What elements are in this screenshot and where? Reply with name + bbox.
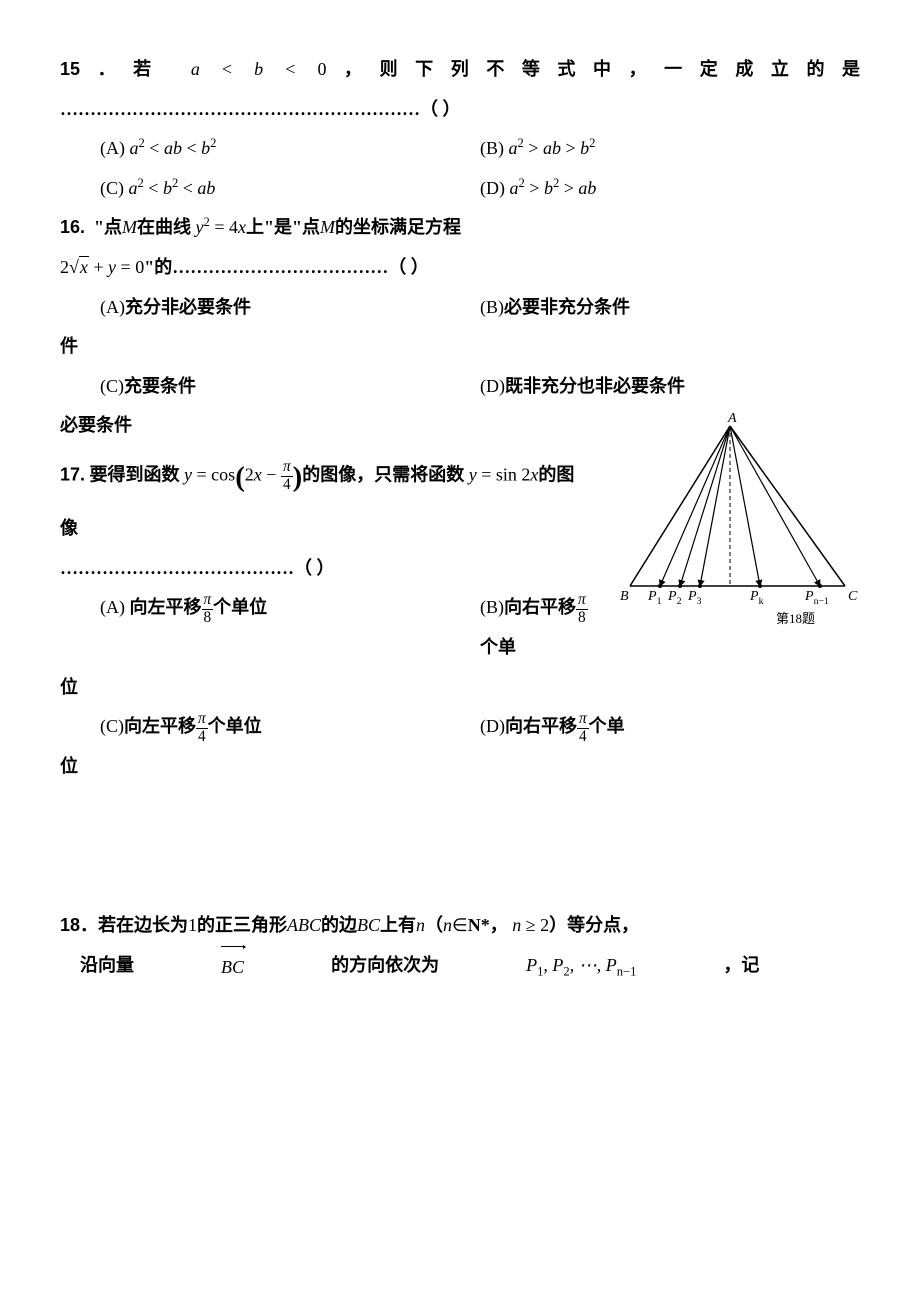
q16-stem-line2: 2x + y = 0"的………………………………（ ）: [60, 248, 860, 288]
diagram-caption: 第18题: [776, 605, 815, 634]
q15-number: 15: [60, 59, 80, 79]
q17-option-d-cont: 位: [60, 747, 860, 787]
q15-option-b: (B) a2 > ab > b2: [480, 129, 860, 169]
q17-option-d: (D)向右平移π4个单: [480, 707, 860, 747]
q17-option-a: (A) 向左平移π8个单位: [100, 588, 480, 667]
vertex-b: B: [620, 582, 629, 613]
q16-option-b: (B)必要非充分条件: [480, 288, 860, 328]
q15-option-c: (C) a2 < b2 < ab: [100, 169, 480, 209]
q18-triangle-diagram: A B C P1 P2 P3 Pk Pn−1 第18题: [600, 406, 860, 616]
q16-stem-line1: 16. "点M在曲线 y2 = 4x上"是"点M的坐标满足方程: [60, 208, 860, 248]
point-pk: Pk: [750, 582, 763, 613]
q17-option-b: (B)向右平移π8个单: [480, 588, 590, 667]
q16-option-a: (A)充分非必要条件: [100, 288, 480, 328]
point-p2: P2: [668, 582, 681, 613]
frac-pi-4: π4: [281, 459, 293, 494]
q16-option-b-cont: 件: [60, 327, 860, 367]
q16-options-row1: (A)充分非必要条件 (B)必要非充分条件: [60, 288, 860, 328]
question-18: 18．若在边长为1的正三角形ABC的边BC上有n（n∈N*， n ≥ 2）等分点…: [60, 906, 860, 987]
q17-options-row1: (A) 向左平移π8个单位 (B)向右平移π8个单: [60, 588, 590, 667]
point-p1: P1: [648, 582, 661, 613]
q15-options-row1: (A) a2 < ab < b2 (B) a2 > ab > b2: [60, 129, 860, 169]
vertex-a: A: [728, 404, 737, 435]
vector-bc: BC: [221, 946, 244, 988]
q16-option-d: (D)既非充分也非必要条件: [480, 367, 860, 407]
q17-option-c: (C)向左平移π4个单位: [100, 707, 480, 747]
q15-condition: a < b < 0: [191, 59, 327, 79]
q18-stem-line2: 沿向量 BC的方向依次为 P1, P2, ⋯, Pn−1，记: [60, 946, 860, 988]
sqrt-x: x: [69, 248, 89, 288]
vertex-c: C: [848, 582, 857, 613]
point-sequence: P1, P2, ⋯, Pn−1: [526, 946, 636, 988]
q15-option-a: (A) a2 < ab < b2: [100, 129, 480, 169]
point-p3: P3: [688, 582, 701, 613]
question-15: 15．若 a < b < 0，则下列不等式中，一定成立的是 ……………………………: [60, 50, 860, 208]
q15-options-row2: (C) a2 < b2 < ab (D) a2 > b2 > ab: [60, 169, 860, 209]
spacer: [60, 786, 860, 906]
q17-option-b-cont: 位: [60, 668, 860, 708]
q15-option-d: (D) a2 > b2 > ab: [480, 169, 860, 209]
q16-option-c: (C)充要条件: [100, 367, 480, 407]
q15-stem: 15．若 a < b < 0，则下列不等式中，一定成立的是: [60, 50, 860, 90]
q17-options-row2: (C)向左平移π4个单位 (D)向右平移π4个单: [60, 707, 860, 747]
q18-stem-line1: 18．若在边长为1的正三角形ABC的边BC上有n（n∈N*， n ≥ 2）等分点…: [60, 906, 860, 946]
q16-options-row2: (C)充要条件 (D)既非充分也非必要条件: [60, 367, 860, 407]
q15-stem-line2: ……………………………………………………（ ）: [60, 90, 860, 130]
